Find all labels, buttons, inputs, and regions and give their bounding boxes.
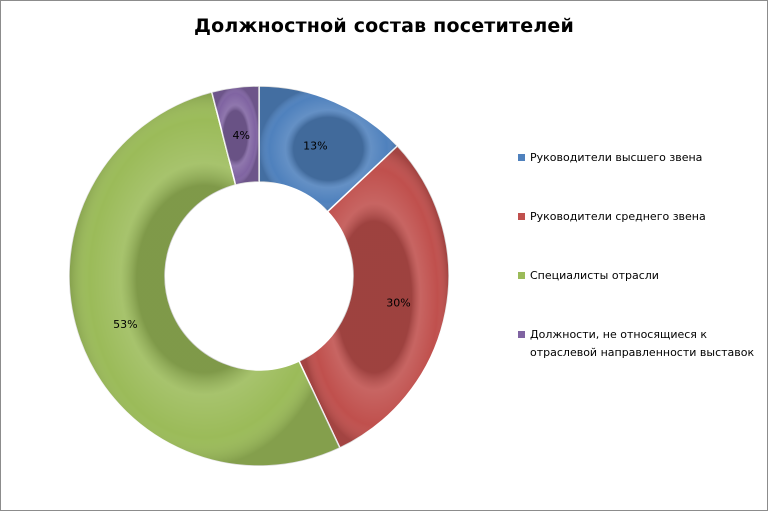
slice-3-shading <box>69 91 340 466</box>
data-label-3: 53% <box>113 318 137 331</box>
legend-swatch-4 <box>518 331 525 338</box>
legend-swatch-3 <box>518 272 525 279</box>
legend-label-3: Специалисты отрасли <box>530 269 659 282</box>
data-label-4: 4% <box>232 129 249 142</box>
data-label-1: 13% <box>303 140 327 153</box>
slice-4-shading <box>211 86 259 185</box>
legend-label-1: Руководители высшего звена <box>530 151 703 164</box>
data-label-2: 30% <box>386 297 410 310</box>
legend-label-2: Руководители среднего звена <box>530 210 706 223</box>
legend-item-2: Руководители среднего звена <box>518 208 758 226</box>
legend-label-4: Должности, не относящиеся к отраслевой н… <box>530 328 755 359</box>
slice-1-shading <box>259 86 398 212</box>
chart-title: Должностной состав посетителей <box>193 15 575 37</box>
legend-swatch-1 <box>518 154 525 161</box>
legend-swatch-2 <box>518 213 525 220</box>
slice-2-shading <box>299 145 449 448</box>
legend-item-1: Руководители высшего звена <box>518 149 758 167</box>
legend-item-4: Должности, не относящиеся к отраслевой н… <box>518 326 758 362</box>
legend-item-3: Специалисты отрасли <box>518 267 758 285</box>
